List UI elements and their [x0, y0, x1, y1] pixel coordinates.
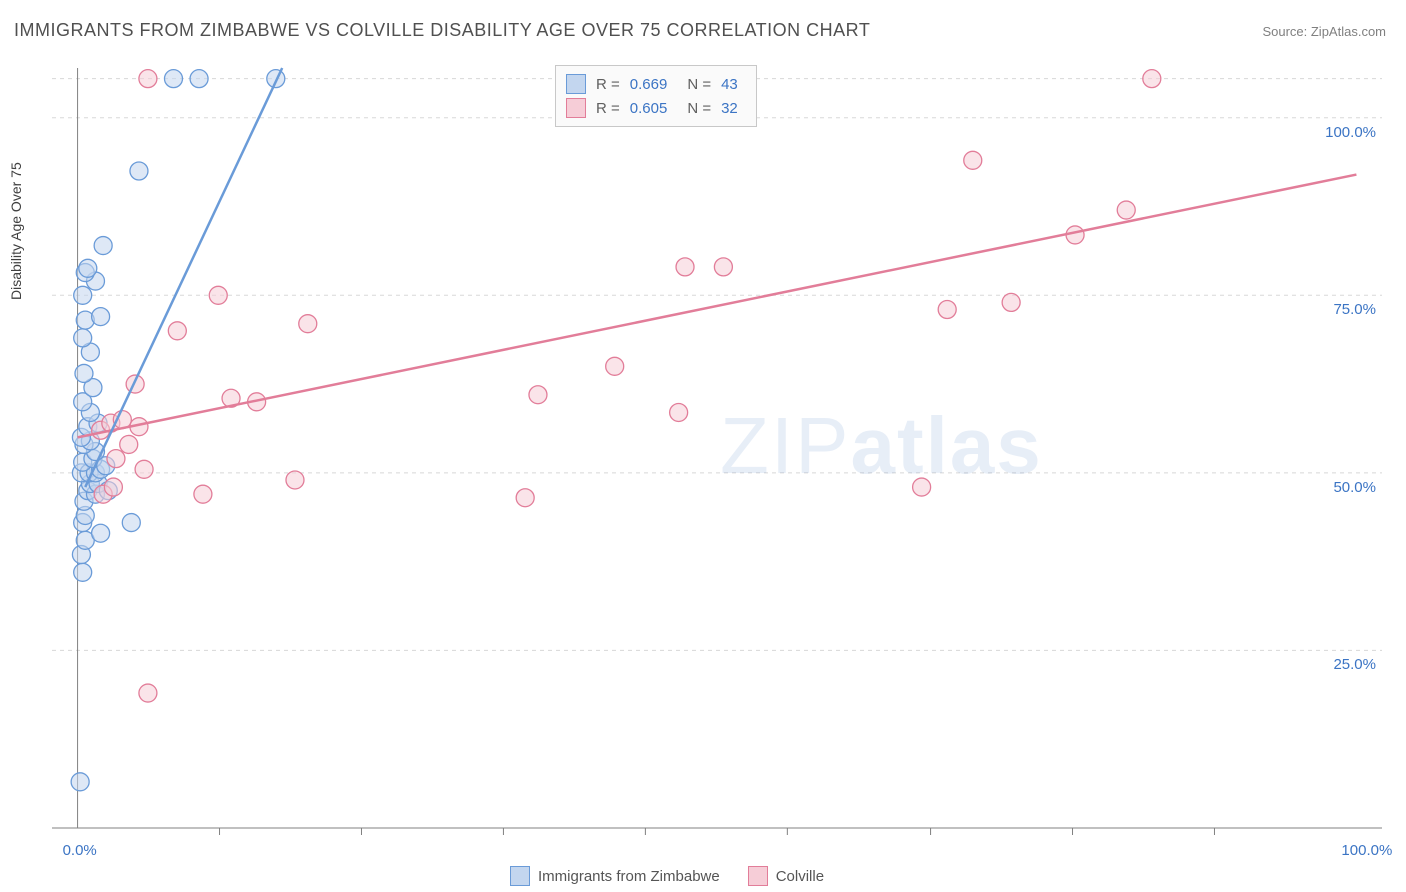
legend-series-label: Colville [776, 868, 824, 885]
legend-correlation-row: R = 0.669 N = 43 [566, 72, 738, 96]
legend-swatch [510, 866, 530, 886]
chart-area: 0.0%100.0%25.0%50.0%75.0%100.0% [52, 60, 1382, 850]
legend-r-value: 0.605 [630, 100, 668, 117]
legend-r-label: R = [596, 76, 620, 93]
legend-n-value: 43 [721, 76, 738, 93]
legend-swatch [566, 74, 586, 94]
legend-n-value: 32 [721, 100, 738, 117]
legend-series-item: Colville [748, 866, 824, 886]
y-tick-label: 50.0% [1312, 479, 1376, 496]
legend-series: Immigrants from Zimbabwe Colville [510, 866, 824, 886]
legend-correlation-row: R = 0.605 N = 32 [566, 96, 738, 120]
legend-series-item: Immigrants from Zimbabwe [510, 866, 720, 886]
legend-n-label: N = [687, 100, 711, 117]
legend-r-value: 0.669 [630, 76, 668, 93]
y-tick-label: 75.0% [1312, 301, 1376, 318]
legend-r-label: R = [596, 100, 620, 117]
legend-n-label: N = [687, 76, 711, 93]
y-axis-label: Disability Age Over 75 [8, 162, 24, 300]
legend-correlation: R = 0.669 N = 43 R = 0.605 N = 32 [555, 65, 757, 127]
source-label: Source: ZipAtlas.com [1262, 24, 1386, 39]
legend-swatch [748, 866, 768, 886]
scatter-plot [52, 60, 1382, 850]
y-tick-label: 25.0% [1312, 656, 1376, 673]
y-tick-label: 100.0% [1312, 124, 1376, 141]
x-tick-label: 0.0% [63, 842, 97, 859]
legend-series-label: Immigrants from Zimbabwe [538, 868, 720, 885]
legend-swatch [566, 98, 586, 118]
chart-title: IMMIGRANTS FROM ZIMBABWE VS COLVILLE DIS… [14, 20, 870, 41]
x-tick-label: 100.0% [1341, 842, 1392, 859]
